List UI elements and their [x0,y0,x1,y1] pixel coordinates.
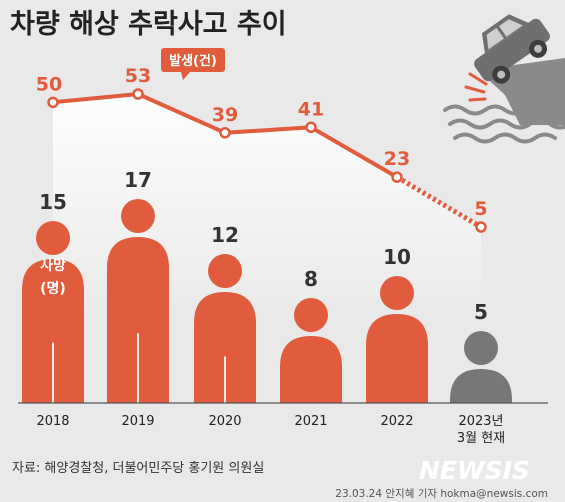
death-value-label: 8 [304,267,318,291]
line-point [391,171,403,183]
bar-series-label-line1: 사망 [40,257,66,274]
person-head [208,254,242,288]
person-figure-bar [107,199,169,403]
x-tick-label: 2023년 [458,414,503,429]
death-value-label: 10 [383,245,411,269]
line-point [47,96,59,109]
car-falling-icon [443,14,565,144]
line-value-label: 5 [474,198,487,220]
person-body [366,314,428,403]
person-figure-bar [366,276,428,403]
line-point [305,121,317,133]
x-tick-label: 2020 [208,414,241,429]
x-tick-label: 2022 [380,414,413,429]
death-value-label: 15 [39,190,67,214]
line-point [475,221,487,233]
line-value-label: 53 [125,65,151,87]
person-body [107,237,169,403]
person-body [194,292,256,403]
newsis-logo: NEWSIS [419,456,530,485]
person-head [36,221,70,255]
x-tick-label: 3월 현재 [457,431,505,446]
line-value-label: 39 [212,104,238,126]
person-head [464,331,498,365]
series-line-partial [395,174,483,230]
person-figure-bar [280,298,342,403]
credit-text: 23.03.24 안지혜 기자 hokma@newsis.com [335,488,548,500]
bar-series-label: 사망 (명) [40,257,66,297]
line-point [219,127,231,139]
bar-series-label-line2: (명) [40,280,66,297]
person-figure-bar [450,331,512,403]
death-value-label: 17 [124,168,152,192]
person-body [450,369,512,403]
person-body [22,259,84,403]
line-series-tag: 발생(건) [161,48,225,80]
line-value-label: 23 [384,148,410,170]
line-series-label: 발생(건) [169,53,217,69]
x-tick-label: 2019 [121,414,154,429]
line-value-label: 50 [36,73,62,95]
death-value-label: 5 [474,300,488,324]
line-point [132,88,144,100]
death-value-label: 12 [211,223,239,247]
line-value-label: 41 [298,98,324,120]
person-head [380,276,414,310]
chart-title: 차량 해상 추락사고 추이 [10,9,287,40]
x-tick-label: 2021 [294,414,327,429]
x-tick-label: 2018 [36,414,69,429]
person-body [280,336,342,403]
person-figure-bar [22,221,84,403]
source-text: 자료: 해양경찰청, 더불어민주당 홍기원 의원실 [12,461,264,476]
person-head [294,298,328,332]
person-head [121,199,155,233]
person-figure-bar [194,254,256,403]
